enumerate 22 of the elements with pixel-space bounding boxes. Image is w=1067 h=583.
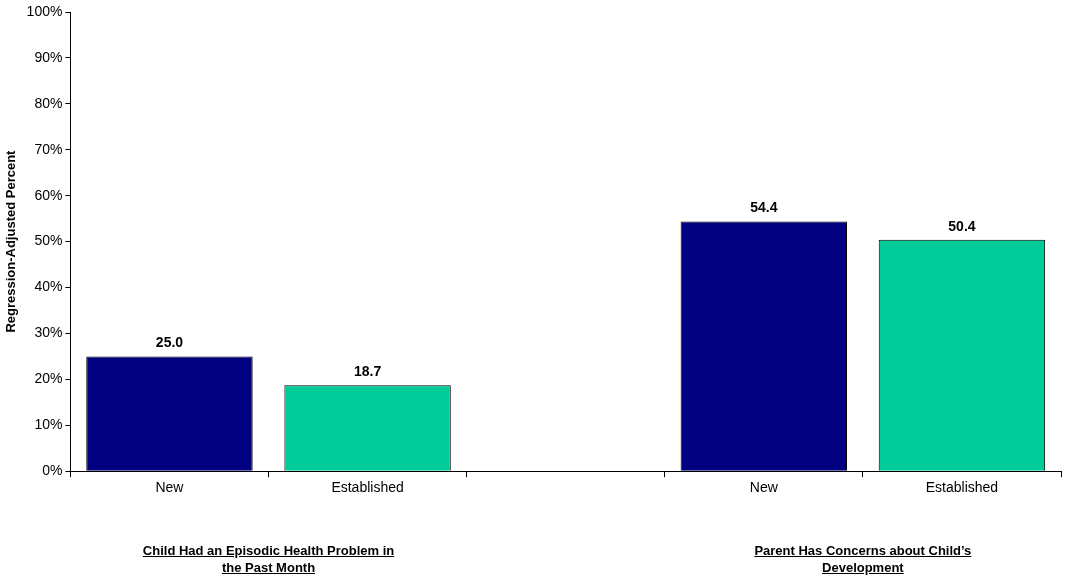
data-label: 25.0 [155, 334, 184, 351]
data-label: 50.4 [948, 217, 976, 234]
y-tick-label: 70% [34, 140, 63, 157]
x-tick-label: New [155, 479, 185, 496]
y-tick-label: 20% [34, 370, 63, 387]
x-tick-label: New [749, 479, 779, 496]
y-axis-title: Regression-Adjusted Percent [3, 149, 19, 333]
x-tick-label: Established [925, 479, 999, 496]
y-tick-label: 40% [34, 278, 63, 295]
y-tick-label: 80% [34, 94, 63, 111]
y-tick-label: 30% [34, 324, 63, 341]
data-label: 18.7 [353, 363, 382, 380]
y-tick-label: 100% [26, 2, 63, 19]
data-label: 54.4 [750, 199, 778, 216]
y-tick-label: 50% [34, 232, 63, 249]
y-tick-label: 60% [34, 186, 63, 203]
x-tick-label: Established [331, 479, 404, 496]
text: Child Had an Episodic Health Problem in the Past Month [141, 542, 396, 576]
text: Parent Has Concerns about Child’s Development [753, 542, 973, 576]
y-tick-label: 0% [42, 462, 63, 479]
y-tick-label: 10% [34, 416, 63, 433]
y-tick-label: 90% [34, 48, 63, 65]
